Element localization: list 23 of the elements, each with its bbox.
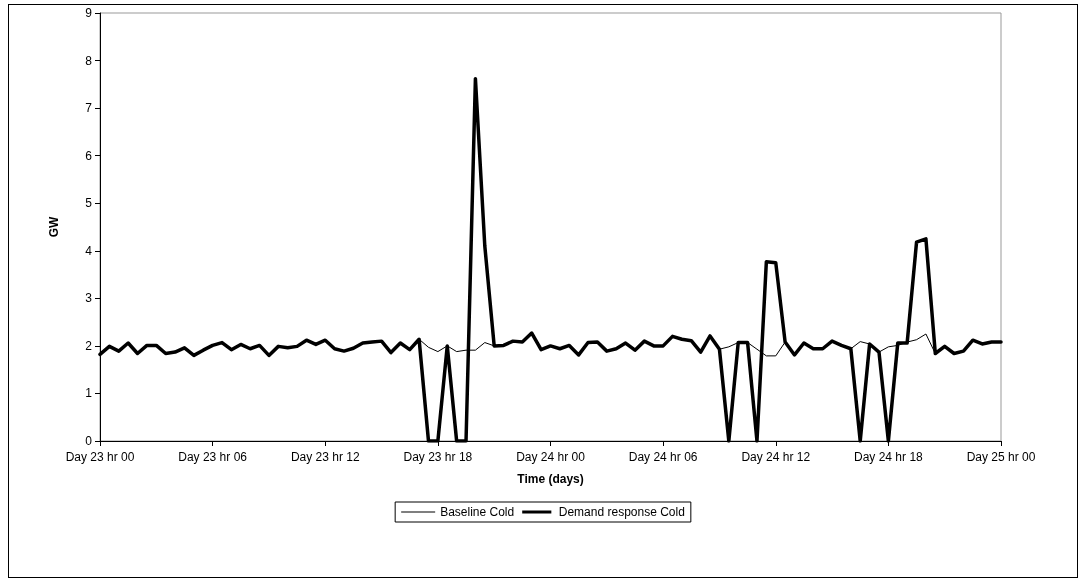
y-tick-label: 9	[85, 6, 93, 20]
x-tick-label: Day 24 hr 06	[628, 450, 698, 464]
x-tick-label: Day 24 hr 18	[854, 450, 924, 464]
x-tick-label: Day 25 hr 00	[966, 450, 1036, 464]
y-tick-label: 5	[85, 196, 93, 211]
y-axis-title: GW	[47, 216, 61, 238]
x-tick-label: Day 23 hr 00	[65, 450, 135, 464]
x-axis-title: Time (days)	[517, 472, 584, 486]
y-tick-label: 3	[85, 291, 93, 306]
y-tick-label: 0	[85, 434, 93, 448]
legend-label: Demand response Cold	[558, 505, 685, 519]
y-tick-label: 8	[85, 53, 93, 68]
x-tick-label: Day 24 hr 00	[516, 450, 586, 464]
y-tick-label: 4	[85, 243, 93, 258]
legend-label: Baseline Cold	[440, 505, 515, 519]
x-tick-label: Day 23 hr 06	[178, 450, 248, 464]
y-tick-label: 1	[85, 386, 93, 401]
y-tick-label: 7	[85, 101, 93, 116]
x-tick-label: Day 24 hr 12	[741, 450, 811, 464]
x-tick-label: Day 23 hr 18	[403, 450, 473, 464]
y-tick-label: 6	[85, 148, 93, 163]
x-tick-label: Day 23 hr 12	[290, 450, 360, 464]
y-tick-label: 2	[85, 338, 93, 353]
